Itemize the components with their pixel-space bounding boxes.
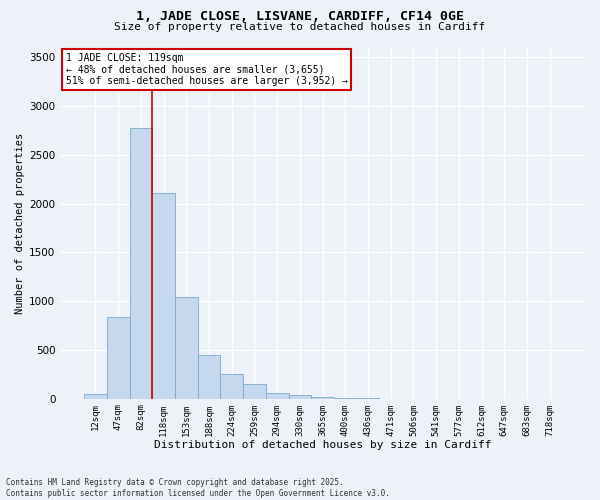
- Bar: [84, 394, 107, 398]
- Bar: [243, 384, 266, 398]
- Text: 1 JADE CLOSE: 119sqm
← 48% of detached houses are smaller (3,655)
51% of semi-de: 1 JADE CLOSE: 119sqm ← 48% of detached h…: [65, 53, 347, 86]
- Bar: [198, 355, 220, 399]
- Y-axis label: Number of detached properties: Number of detached properties: [15, 132, 25, 314]
- Bar: [175, 298, 198, 398]
- Bar: [311, 397, 334, 398]
- Bar: [220, 374, 243, 398]
- Text: Size of property relative to detached houses in Cardiff: Size of property relative to detached ho…: [115, 22, 485, 32]
- X-axis label: Distribution of detached houses by size in Cardiff: Distribution of detached houses by size …: [154, 440, 491, 450]
- Text: Contains HM Land Registry data © Crown copyright and database right 2025.
Contai: Contains HM Land Registry data © Crown c…: [6, 478, 390, 498]
- Bar: [107, 317, 130, 398]
- Text: 1, JADE CLOSE, LISVANE, CARDIFF, CF14 0GE: 1, JADE CLOSE, LISVANE, CARDIFF, CF14 0G…: [136, 10, 464, 23]
- Bar: [266, 393, 289, 398]
- Bar: [152, 193, 175, 398]
- Bar: [289, 396, 311, 398]
- Bar: [130, 128, 152, 398]
